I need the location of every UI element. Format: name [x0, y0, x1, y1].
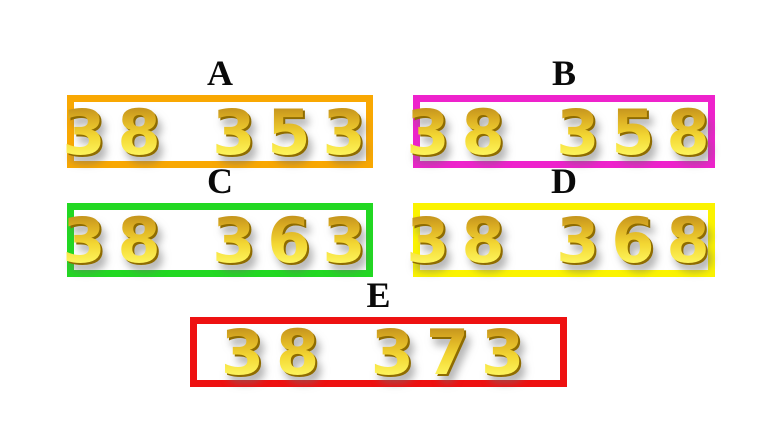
- option-a-label: A: [207, 53, 233, 93]
- option-e-digits: 38 373: [220, 316, 537, 389]
- option-e-box[interactable]: 38 373: [190, 317, 567, 387]
- option-c-label: C: [207, 161, 233, 201]
- option-c-digits: 38 363: [62, 204, 378, 277]
- option-c: C 38 363: [62, 161, 373, 277]
- option-b-label: B: [551, 53, 576, 93]
- option-b: B 38 358: [406, 53, 715, 168]
- option-d: D 38 368: [406, 161, 715, 277]
- option-d-label: D: [551, 161, 577, 201]
- option-e: E 38 373: [190, 277, 567, 387]
- option-a: A 38 353: [62, 53, 373, 168]
- option-d-digits: 38 368: [406, 204, 722, 277]
- option-b-digits: 38 358: [406, 95, 722, 169]
- option-b-box[interactable]: 38 358: [406, 95, 715, 168]
- option-a-digits: 38 353: [62, 95, 378, 169]
- option-c-box[interactable]: 38 363: [62, 203, 373, 277]
- option-a-box[interactable]: 38 353: [62, 95, 373, 168]
- option-e-label: E: [366, 275, 391, 315]
- option-d-box[interactable]: 38 368: [406, 203, 715, 277]
